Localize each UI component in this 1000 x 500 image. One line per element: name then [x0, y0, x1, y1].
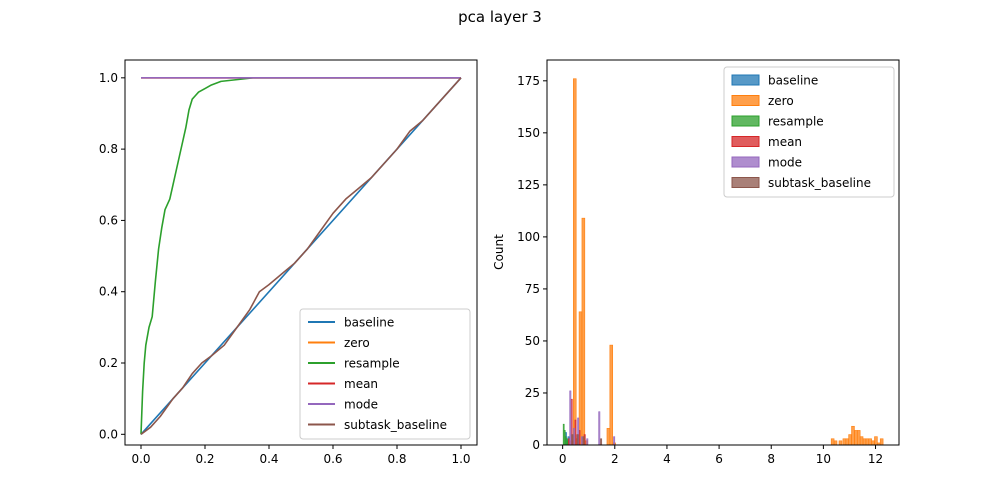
histogram-ytick-label: 150	[517, 126, 540, 140]
cdf-xtick-label: 1.0	[451, 452, 470, 466]
bar-subtask-baseline	[576, 434, 579, 446]
figure-title: pca layer 3	[458, 8, 542, 26]
bar-zero	[865, 438, 870, 446]
histogram-legend-swatch	[731, 177, 760, 188]
bar-zero	[609, 344, 614, 446]
histogram-legend-swatch	[731, 95, 760, 106]
histogram-legend-label: resample	[768, 115, 824, 129]
cdf-line-chart: 0.0 0.2 0.4 0.6 0.8 1.0 0.0 0.2 0.4 0.6 0.8 1.0 bas…	[99, 59, 478, 466]
cdf-axes-frame	[124, 59, 478, 446]
cdf-legend-label: resample	[344, 357, 400, 371]
histogram-legend-swatch	[731, 115, 760, 127]
histogram-legend: baseline zero resample mean mode subtask_base…	[723, 66, 895, 198]
cdf-xtick-label: 0.6	[323, 452, 342, 466]
histogram-legend-swatch	[731, 156, 760, 168]
line-subtask-baseline	[140, 77, 462, 435]
bar-zero	[842, 438, 847, 446]
bar-mode	[613, 436, 616, 446]
bar-subtask-baseline	[571, 434, 574, 446]
cdf-ticks: 0.0 0.2 0.4 0.6 0.8 1.0 0.0 0.2 0.4 0.6 0.8 1.0	[99, 71, 471, 466]
bar-zero	[833, 440, 838, 446]
histogram-legend-label: mode	[768, 156, 802, 170]
histogram-ytick-label: 0	[532, 438, 540, 452]
histogram-legend-swatch	[731, 74, 760, 86]
cdf-legend-label: mode	[344, 398, 378, 412]
bar-zero	[856, 430, 861, 446]
cdf-xtick-label: 0.2	[195, 452, 214, 466]
cdf-lines	[140, 77, 462, 435]
bar-mode	[598, 411, 601, 446]
bar-zero	[838, 440, 843, 446]
histogram-xtick-label: 6	[715, 452, 723, 466]
bar-mode	[573, 428, 576, 446]
histogram-xtick-label: 12	[868, 452, 883, 466]
histogram-ytick-label: 50	[525, 334, 540, 348]
cdf-ytick-label: 0.0	[99, 427, 118, 441]
cdf-legend-frame	[299, 308, 471, 440]
histogram-chart: 0 2 4 6 8 10 12 0 25 50 75 100 125 150 175 Count basel…	[492, 59, 900, 466]
bar-subtask-baseline	[582, 436, 585, 446]
bar-zero	[871, 440, 875, 446]
histogram-xtick-label: 8	[767, 452, 775, 466]
histogram-ytick-label: 125	[517, 178, 540, 192]
bar-mode	[586, 438, 589, 446]
bar-zero	[578, 311, 583, 446]
cdf-legend-label: subtask_baseline	[344, 418, 447, 432]
cdf-xtick-label: 0.0	[131, 452, 150, 466]
histogram-ylabel: Count	[492, 234, 506, 270]
bar-zero	[830, 438, 835, 446]
bar-zero	[859, 436, 864, 446]
histogram-legend-label: zero	[768, 94, 794, 108]
bar-mode	[581, 436, 584, 446]
bar-zero	[606, 428, 611, 446]
cdf-ytick-label: 0.2	[99, 356, 118, 370]
cdf-xtick-label: 0.8	[387, 452, 406, 466]
histogram-ytick-label: 25	[525, 386, 540, 400]
cdf-xtick-label: 0.4	[259, 452, 278, 466]
histogram-xtick-label: 2	[611, 452, 619, 466]
bar-mode	[569, 390, 572, 446]
bar-zero	[845, 438, 849, 446]
histogram-ytick-label: 75	[525, 282, 540, 296]
cdf-legend: baseline zero resample mean mode subtask_base…	[299, 308, 471, 440]
histogram-legend-label: baseline	[768, 74, 818, 88]
cdf-legend-label: baseline	[344, 316, 394, 330]
bar-zero	[874, 436, 878, 446]
histogram-legend-label: subtask_baseline	[768, 176, 871, 190]
cdf-ytick-label: 0.6	[99, 213, 118, 227]
histogram-legend-frame	[723, 66, 895, 198]
bar-zero	[854, 430, 858, 446]
histogram-ytick-label: 100	[517, 230, 540, 244]
cdf-ytick-label: 0.4	[99, 285, 118, 299]
line-resample	[140, 77, 461, 435]
cdf-legend-label: mean	[344, 377, 378, 391]
histogram-xtick-label: 0	[559, 452, 567, 466]
histogram-ytick-label: 175	[517, 74, 540, 88]
bar-zero	[868, 438, 872, 446]
cdf-ytick-label: 0.8	[99, 142, 118, 156]
histogram-axes-frame	[546, 59, 900, 446]
bar-zero	[573, 78, 577, 446]
cdf-ytick-label: 1.0	[99, 71, 118, 85]
bar-zero	[851, 425, 855, 446]
bar-zero	[848, 434, 852, 446]
histogram-ticks: 0 2 4 6 8 10 12 0 25 50 75 100 125 150 175	[517, 74, 883, 466]
histogram-legend-label: mean	[768, 135, 802, 149]
bar-zero	[581, 217, 586, 446]
bar-zero	[862, 438, 867, 446]
bar-subtask-baseline	[600, 438, 603, 446]
cdf-legend-label: zero	[344, 336, 370, 350]
histogram-xtick-label: 4	[663, 452, 671, 466]
histogram-xtick-label: 10	[816, 452, 831, 466]
bar-zero	[879, 438, 884, 446]
histogram-legend-swatch	[731, 136, 760, 147]
